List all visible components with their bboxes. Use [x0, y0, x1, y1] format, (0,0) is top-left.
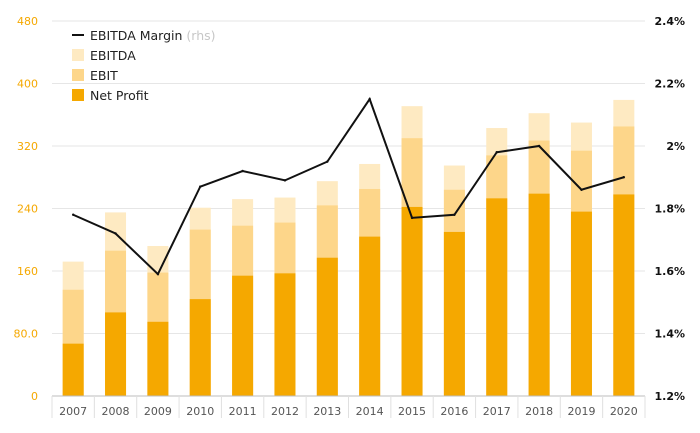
margin-point	[537, 144, 541, 148]
bar-net-profit	[443, 231, 465, 396]
margin-point	[156, 272, 160, 276]
legend-label-ebit: EBIT	[90, 68, 118, 83]
bar-net-profit	[189, 299, 211, 396]
margin-point	[326, 160, 329, 163]
axes: 0 80.0 160 240 320 400 480 1.2% 1.4% 1.6% 1.8% 2% 2.…	[14, 15, 685, 418]
bar-net-profit	[401, 206, 423, 396]
margin-point	[410, 216, 414, 220]
bar-net-profit	[316, 257, 338, 396]
y-left-tick-label: 160	[17, 265, 38, 278]
margin-point	[580, 188, 583, 191]
bar-net-profit	[359, 236, 381, 396]
margin-point	[283, 179, 287, 182]
y-right-tick-label: 1.4%	[654, 328, 685, 341]
grid-lines	[52, 20, 645, 334]
margin-point	[622, 176, 626, 179]
y-left-tick-label: 480	[17, 15, 38, 28]
x-tick-label: 2010	[186, 405, 214, 418]
y-left-tick-label: 400	[17, 78, 38, 91]
y-right-tick-label: 1.2%	[654, 390, 685, 403]
y-right-tick-label: 1.6%	[654, 265, 685, 278]
margin-point	[199, 185, 202, 188]
margin-point	[114, 232, 117, 235]
legend-label-net-profit: Net Profit	[90, 88, 149, 103]
bar-net-profit	[105, 312, 127, 396]
bar-net-profit	[486, 198, 508, 396]
x-tick-label: 2017	[483, 405, 511, 418]
bar-net-profit	[232, 275, 254, 396]
x-tick-label: 2012	[271, 405, 299, 418]
margin-point	[453, 213, 456, 216]
margin-point	[368, 97, 371, 101]
legend-swatch-net-profit	[72, 89, 84, 101]
y-left-tick-label: 0	[31, 390, 38, 403]
x-tick-label: 2016	[440, 405, 468, 418]
margin-line	[71, 96, 626, 276]
margin-point	[495, 151, 498, 154]
margin-point	[241, 169, 244, 173]
bar-net-profit	[62, 343, 84, 396]
margin-point	[71, 213, 75, 216]
legend-margin-name: EBITDA Margin	[90, 28, 182, 43]
x-tick-label: 2007	[59, 405, 87, 418]
x-tick-label: 2013	[313, 405, 341, 418]
legend-margin-suffix: (rhs)	[186, 28, 215, 43]
bars	[62, 99, 635, 396]
bar-net-profit	[613, 194, 635, 396]
margin-series-line	[72, 96, 625, 276]
x-tick-label: 2020	[610, 405, 638, 418]
y-left-tick-label: 80.0	[14, 328, 39, 341]
y-right-tick-label: 2.2%	[654, 78, 685, 91]
bar-net-profit	[147, 321, 169, 396]
bar-net-profit	[528, 193, 550, 396]
legend-label-ebitda: EBITDA	[90, 48, 136, 63]
x-tick-label: 2018	[525, 405, 553, 418]
x-tick-label: 2019	[567, 405, 595, 418]
y-left-tick-label: 240	[17, 203, 38, 216]
x-tick-label: 2014	[356, 405, 384, 418]
y-right-tick-label: 2%	[666, 140, 685, 153]
y-left-tick-label: 320	[17, 140, 38, 153]
legend: EBITDA Margin (rhs) EBITDA EBIT Net Profit	[72, 28, 216, 103]
bar-net-profit	[570, 211, 592, 396]
x-tick-label: 2009	[144, 405, 172, 418]
legend-swatch-ebitda	[72, 49, 84, 61]
x-tick-label: 2015	[398, 405, 426, 418]
y-right-tick-label: 2.4%	[654, 15, 685, 28]
legend-swatch-ebit	[72, 69, 84, 81]
legend-label-margin: EBITDA Margin (rhs)	[90, 28, 216, 43]
x-tick-label: 2008	[102, 405, 130, 418]
y-right-tick-label: 1.8%	[654, 203, 685, 216]
bar-net-profit	[274, 273, 296, 396]
x-tick-label: 2011	[229, 405, 257, 418]
